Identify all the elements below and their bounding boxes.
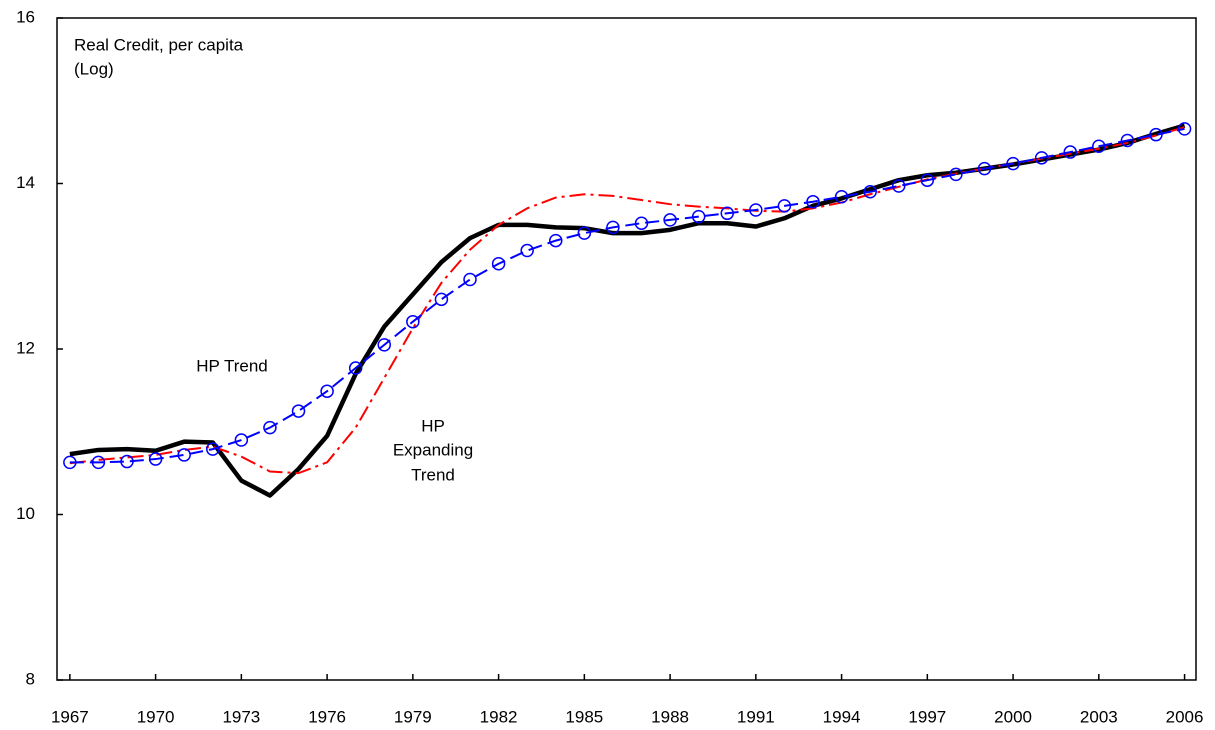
point-marker <box>1034 151 1049 165</box>
x-tick-label: 1979 <box>394 707 432 726</box>
point-marker <box>806 194 820 209</box>
y-tick-label: 8 <box>26 669 35 688</box>
series-line <box>69 123 1186 498</box>
annotation: (Log) <box>74 59 114 78</box>
annotation: HP Trend <box>196 356 268 375</box>
point-marker <box>720 206 735 221</box>
point-marker <box>1177 122 1192 136</box>
y-tick-label: 16 <box>16 7 35 26</box>
x-tick-label: 1988 <box>651 707 689 726</box>
point-marker <box>520 243 534 258</box>
point-marker <box>834 189 849 204</box>
annotation: Trend <box>411 465 455 484</box>
x-tick-label: 1991 <box>737 707 775 726</box>
point-marker <box>863 185 877 199</box>
point-marker <box>634 216 649 230</box>
y-tick-label: 12 <box>16 338 35 357</box>
point-marker <box>177 448 191 462</box>
point-marker <box>663 213 677 227</box>
y-tick-label: 10 <box>16 504 35 523</box>
point-marker <box>691 209 706 224</box>
x-tick-label: 1985 <box>565 707 603 726</box>
point-marker <box>320 384 334 398</box>
point-marker <box>406 314 420 329</box>
point-marker <box>377 338 392 352</box>
series-line <box>69 127 1185 464</box>
x-tick-label: 2006 <box>1166 707 1204 726</box>
point-marker <box>291 404 306 418</box>
point-marker <box>206 442 220 456</box>
point-marker <box>63 455 77 470</box>
point-marker <box>891 179 906 193</box>
y-tick-label: 14 <box>16 173 35 192</box>
point-marker <box>606 220 620 235</box>
point-marker <box>749 203 763 217</box>
point-marker <box>91 455 106 470</box>
point-marker <box>348 361 363 375</box>
x-tick-label: 1967 <box>51 707 89 726</box>
point-marker <box>577 226 592 240</box>
x-tick-label: 1994 <box>823 707 861 726</box>
point-marker <box>1063 145 1077 159</box>
point-marker <box>491 257 506 271</box>
point-marker <box>263 420 277 435</box>
point-marker <box>777 199 792 213</box>
point-marker <box>120 454 134 469</box>
series-line <box>69 126 1185 475</box>
annotation: HP <box>421 416 445 435</box>
x-tick-label: 2003 <box>1080 707 1118 726</box>
x-tick-label: 1976 <box>308 707 346 726</box>
point-marker <box>549 233 563 248</box>
point-marker <box>949 167 963 182</box>
x-tick-label: 2000 <box>994 707 1032 726</box>
annotation: Real Credit, per capita <box>74 35 244 54</box>
point-marker <box>920 173 935 187</box>
point-marker <box>463 272 477 287</box>
annotation: Expanding <box>393 440 473 459</box>
x-tick-label: 1997 <box>908 707 946 726</box>
plot-frame <box>56 17 1197 681</box>
point-marker <box>1092 139 1106 154</box>
point-marker <box>148 452 163 466</box>
x-tick-label: 1982 <box>480 707 518 726</box>
point-marker <box>1006 156 1020 171</box>
point-marker <box>234 433 249 447</box>
point-marker <box>434 292 449 307</box>
point-marker <box>1120 133 1135 148</box>
x-tick-label: 1970 <box>137 707 175 726</box>
x-tick-label: 1973 <box>222 707 260 726</box>
point-marker <box>1149 127 1163 142</box>
point-marker <box>977 161 992 176</box>
